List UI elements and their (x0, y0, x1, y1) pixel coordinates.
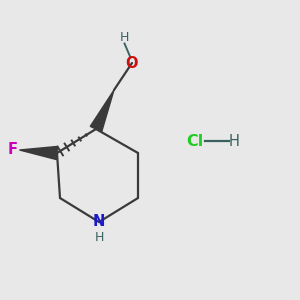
Text: H: H (94, 231, 104, 244)
Polygon shape (90, 90, 114, 132)
Polygon shape (20, 146, 58, 160)
Text: O: O (126, 56, 138, 70)
Text: Cl: Cl (186, 134, 204, 148)
Text: H: H (229, 134, 239, 148)
Text: F: F (8, 142, 18, 158)
Text: N: N (93, 214, 105, 230)
Text: H: H (120, 31, 129, 44)
